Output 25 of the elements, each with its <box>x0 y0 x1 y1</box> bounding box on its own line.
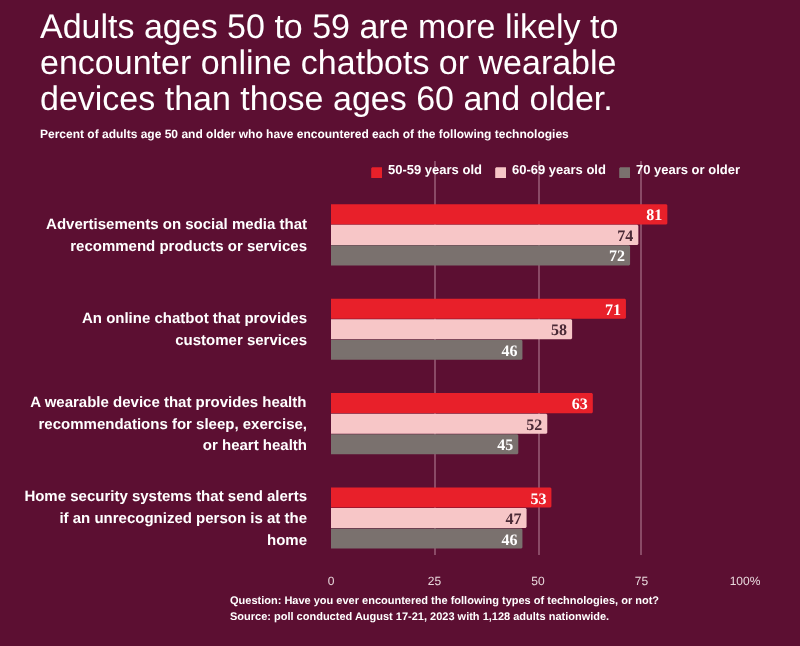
bar <box>331 319 573 340</box>
bar <box>331 508 527 529</box>
chart-title: Adults ages 50 to 59 are more likely to encounter online chatbots or wearable devices than those ages 60 and older. <box>40 10 621 118</box>
data-label: 81 <box>646 206 663 225</box>
data-label: 63 <box>571 395 588 414</box>
data-label: 45 <box>497 436 514 455</box>
data-label: 52 <box>526 415 543 434</box>
bar <box>331 434 519 455</box>
bar <box>331 393 593 414</box>
bar <box>331 413 548 434</box>
bar <box>331 224 639 245</box>
data-label: 74 <box>617 226 634 245</box>
data-label: 71 <box>604 300 621 319</box>
bar <box>331 339 523 360</box>
bar <box>331 204 668 225</box>
data-label: 58 <box>551 321 568 340</box>
bar <box>331 298 626 319</box>
bar <box>331 245 631 266</box>
data-label: 46 <box>501 530 518 549</box>
data-label: 47 <box>505 510 522 529</box>
bar <box>331 487 552 508</box>
data-label: 72 <box>609 247 626 266</box>
data-label: 53 <box>530 489 547 508</box>
data-label: 46 <box>501 341 518 360</box>
bar <box>331 528 523 549</box>
